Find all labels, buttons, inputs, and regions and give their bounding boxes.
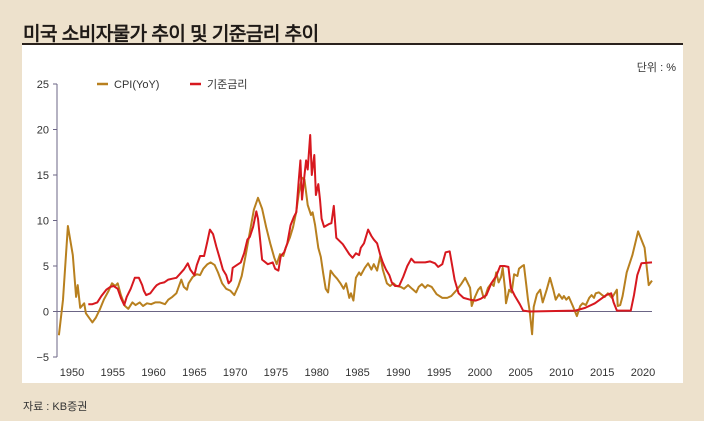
x-tick-label: 2020 [631,367,655,379]
x-tick-label: 2000 [468,367,492,379]
x-tick-label: 1985 [345,367,369,379]
chart-title: 미국 소비자물가 추이 및 기준금리 추이 [23,24,319,45]
y-tick-label: 5 [43,261,49,273]
x-tick-label: 1995 [427,367,451,379]
x-tick-label: 2015 [590,367,614,379]
y-tick-label: 25 [37,79,49,91]
y-tick-label: 0 [43,307,49,319]
title-divider [22,43,683,45]
y-tick-label: −5 [36,352,49,364]
x-tick-label: 1975 [264,367,288,379]
y-tick-label: 20 [37,125,49,137]
series-line-cpi [57,176,653,336]
x-tick-label: 1970 [223,367,247,379]
x-tick-label: 1965 [182,367,206,379]
x-tick-label: 1955 [101,367,125,379]
y-tick-label: 15 [37,170,49,182]
x-tick-label: 1980 [304,367,328,379]
legend-label: 기준금리 [207,78,247,91]
y-tick-label: 10 [37,216,49,228]
x-tick-label: 1960 [141,367,165,379]
unit-label: 단위 : % [636,62,676,74]
x-tick-label: 1950 [60,367,84,379]
x-tick-label: 1990 [386,367,410,379]
legend-label: CPI(YoY) [114,79,159,91]
source-note: 자료 : KB증권 [23,401,88,413]
x-tick-label: 2010 [549,367,573,379]
series-line-fed-rate [88,134,653,313]
x-tick-label: 2005 [508,367,532,379]
chart-panel [22,45,683,383]
